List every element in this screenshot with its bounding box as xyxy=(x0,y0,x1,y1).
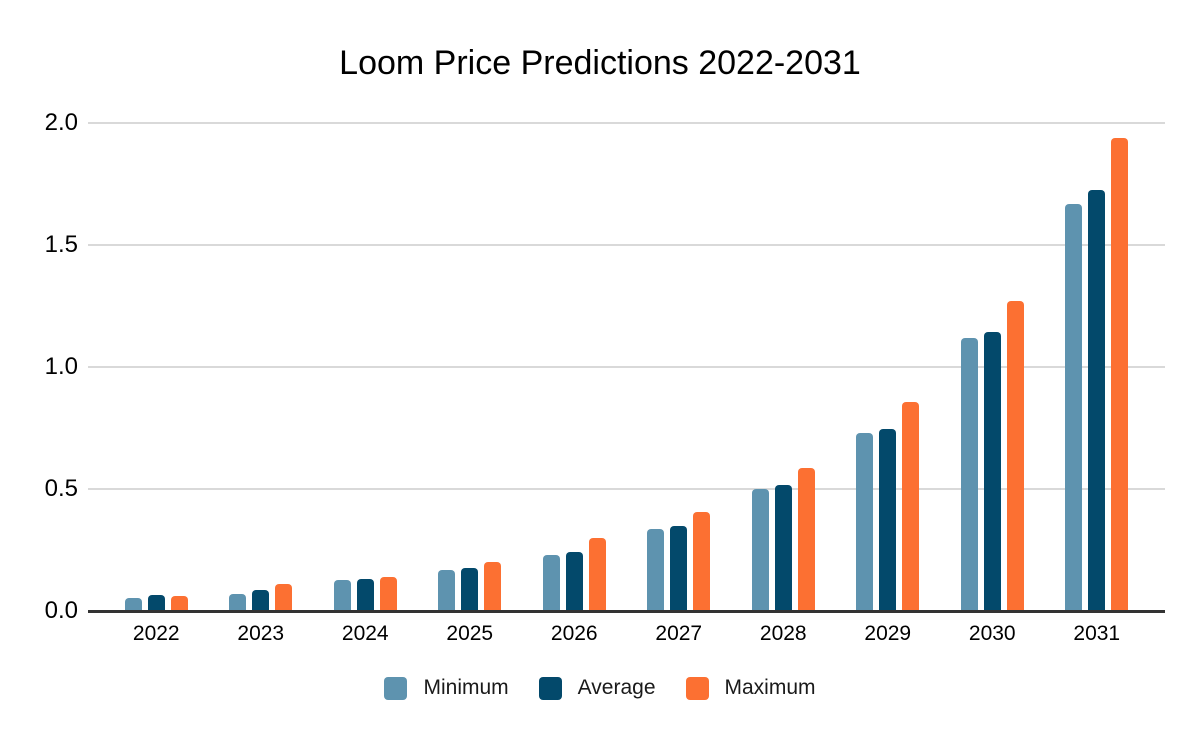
y-axis-tick-label-1.0: 1.0 xyxy=(44,353,78,380)
legend-color-swatch-icon xyxy=(384,676,408,700)
bar-maximum-2022 xyxy=(170,596,188,611)
bar-minimum-2030 xyxy=(960,338,978,611)
chart-title: Loom Price Predictions 2022-2031 xyxy=(339,44,861,82)
y-axis-tick-label-1.5: 1.5 xyxy=(44,231,78,258)
y-axis-tick-label-2.0: 2.0 xyxy=(44,109,78,136)
bars-row xyxy=(88,123,1165,611)
chart-legend: Minimum Average Maximum xyxy=(0,676,1200,700)
bar-average-2025 xyxy=(461,568,479,611)
bar-maximum-2031 xyxy=(1111,138,1129,611)
bar-group-2029 xyxy=(836,402,941,611)
legend-label: Average xyxy=(577,676,656,699)
x-axis-label-2026: 2026 xyxy=(550,622,598,645)
bar-maximum-2029 xyxy=(902,402,920,611)
legend-item-average: Average xyxy=(538,676,656,700)
bar-average-2022 xyxy=(147,595,165,611)
legend-color-swatch-icon xyxy=(685,676,709,700)
legend-color-swatch-icon xyxy=(538,676,562,700)
legend-label: Maximum xyxy=(724,676,816,699)
bar-group-2024 xyxy=(313,577,418,611)
bar-group-2027 xyxy=(627,512,732,611)
bar-minimum-2028 xyxy=(751,489,769,611)
bar-average-2028 xyxy=(774,485,792,611)
bar-maximum-2025 xyxy=(484,562,502,611)
bar-average-2031 xyxy=(1088,190,1106,611)
x-axis-label-2023: 2023 xyxy=(237,622,285,645)
x-axis-label-2022: 2022 xyxy=(132,622,180,645)
x-axis-label-2027: 2027 xyxy=(655,622,703,645)
bar-maximum-2028 xyxy=(797,468,815,611)
bar-maximum-2026 xyxy=(588,538,606,611)
bar-average-2023 xyxy=(252,590,270,611)
x-axis-labels: 2022 2023 2024 2025 2026 2027 2028 2029 2030 2031 xyxy=(88,620,1165,650)
x-axis-label-2028: 2028 xyxy=(759,622,807,645)
x-axis-label-2030: 2030 xyxy=(968,622,1016,645)
bar-minimum-2027 xyxy=(647,529,665,611)
gridline-2.0 xyxy=(88,122,1165,124)
bar-minimum-2025 xyxy=(438,570,456,611)
bar-average-2027 xyxy=(670,526,688,611)
y-axis-tick-label-0.5: 0.5 xyxy=(44,475,78,502)
bar-group-2026 xyxy=(522,538,627,611)
legend-label: Minimum xyxy=(423,676,509,699)
legend-item-maximum: Maximum xyxy=(685,676,816,700)
bar-minimum-2023 xyxy=(229,594,247,611)
bar-minimum-2026 xyxy=(542,555,560,611)
bar-minimum-2022 xyxy=(124,598,142,611)
bar-group-2028 xyxy=(731,468,836,611)
bar-group-2030 xyxy=(940,301,1045,611)
y-axis-tick-label-0.0: 0.0 xyxy=(44,597,78,624)
bar-average-2026 xyxy=(565,552,583,611)
gridline-1.0 xyxy=(88,366,1165,368)
bar-average-2029 xyxy=(879,429,897,611)
bar-maximum-2023 xyxy=(275,584,293,611)
legend-item-minimum: Minimum xyxy=(384,676,509,700)
bar-group-2023 xyxy=(209,584,314,611)
x-axis-label-2029: 2029 xyxy=(864,622,912,645)
gridline-0.5 xyxy=(88,488,1165,490)
bar-maximum-2027 xyxy=(693,512,711,611)
y-axis: 0.0 0.5 1.0 1.5 2.0 xyxy=(0,0,78,742)
bar-maximum-2030 xyxy=(1006,301,1024,611)
bar-group-2025 xyxy=(418,562,523,611)
plot-area xyxy=(88,122,1165,613)
x-axis-line xyxy=(88,610,1165,613)
bar-average-2030 xyxy=(983,332,1001,611)
bar-minimum-2031 xyxy=(1065,204,1083,611)
bar-minimum-2024 xyxy=(333,580,351,611)
bar-group-2031 xyxy=(1045,138,1150,611)
bar-minimum-2029 xyxy=(856,433,874,611)
x-axis-label-2025: 2025 xyxy=(446,622,494,645)
bar-group-2022 xyxy=(104,595,209,611)
bar-average-2024 xyxy=(356,579,374,611)
x-axis-label-2031: 2031 xyxy=(1073,622,1121,645)
x-axis-label-2024: 2024 xyxy=(341,622,389,645)
gridline-1.5 xyxy=(88,244,1165,246)
bar-maximum-2024 xyxy=(379,577,397,611)
